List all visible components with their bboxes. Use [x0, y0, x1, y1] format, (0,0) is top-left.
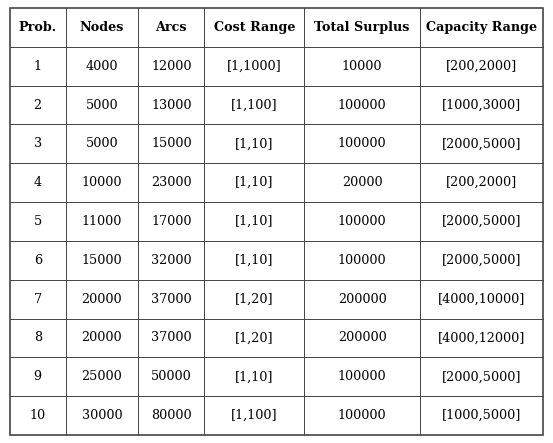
Text: [1000,5000]: [1000,5000]: [442, 409, 521, 422]
Text: [1,10]: [1,10]: [235, 176, 274, 189]
Text: 32000: 32000: [151, 254, 192, 267]
Text: 30000: 30000: [81, 409, 122, 422]
Text: 11000: 11000: [82, 215, 122, 228]
Text: [1000,3000]: [1000,3000]: [442, 98, 521, 112]
Text: Total Surplus: Total Surplus: [315, 21, 410, 34]
Text: [2000,5000]: [2000,5000]: [442, 254, 521, 267]
Text: 20000: 20000: [81, 331, 122, 345]
Text: 37000: 37000: [151, 331, 192, 345]
Text: 10: 10: [30, 409, 46, 422]
Text: 17000: 17000: [151, 215, 191, 228]
Text: 15000: 15000: [151, 137, 192, 150]
Text: 50000: 50000: [151, 370, 192, 383]
Text: 2: 2: [34, 98, 42, 112]
Text: [2000,5000]: [2000,5000]: [442, 215, 521, 228]
Text: 20000: 20000: [81, 293, 122, 306]
Text: [4000,10000]: [4000,10000]: [438, 293, 525, 306]
Text: [2000,5000]: [2000,5000]: [442, 137, 521, 150]
Text: 15000: 15000: [81, 254, 122, 267]
Text: Cost Range: Cost Range: [213, 21, 295, 34]
Text: 4000: 4000: [86, 60, 118, 73]
Text: 20000: 20000: [342, 176, 382, 189]
Text: 4: 4: [34, 176, 42, 189]
Text: [4000,12000]: [4000,12000]: [438, 331, 525, 345]
Text: 5000: 5000: [86, 98, 118, 112]
Text: 13000: 13000: [151, 98, 191, 112]
Text: Prob.: Prob.: [19, 21, 57, 34]
Text: 5: 5: [34, 215, 42, 228]
Text: 100000: 100000: [338, 137, 387, 150]
Text: 37000: 37000: [151, 293, 192, 306]
Text: Arcs: Arcs: [155, 21, 187, 34]
Text: 80000: 80000: [151, 409, 192, 422]
Text: [2000,5000]: [2000,5000]: [442, 370, 521, 383]
Text: [1,100]: [1,100]: [231, 409, 278, 422]
Text: [200,2000]: [200,2000]: [446, 60, 517, 73]
Text: 1: 1: [34, 60, 41, 73]
Text: 5000: 5000: [86, 137, 118, 150]
Text: 10000: 10000: [342, 60, 382, 73]
Text: 7: 7: [34, 293, 42, 306]
Text: 200000: 200000: [338, 293, 387, 306]
Text: 100000: 100000: [338, 215, 387, 228]
Text: 12000: 12000: [151, 60, 191, 73]
Text: 10000: 10000: [82, 176, 122, 189]
Text: [1,10]: [1,10]: [235, 254, 274, 267]
Text: [1,10]: [1,10]: [235, 137, 274, 150]
Text: [1,20]: [1,20]: [235, 293, 274, 306]
Text: [200,2000]: [200,2000]: [446, 176, 517, 189]
Text: 200000: 200000: [338, 331, 387, 345]
Text: 9: 9: [34, 370, 42, 383]
Text: 100000: 100000: [338, 254, 387, 267]
Text: 8: 8: [34, 331, 42, 345]
Text: [1,20]: [1,20]: [235, 331, 274, 345]
Text: 100000: 100000: [338, 409, 387, 422]
Text: 6: 6: [34, 254, 42, 267]
Text: Nodes: Nodes: [80, 21, 124, 34]
Text: 100000: 100000: [338, 98, 387, 112]
Text: 3: 3: [34, 137, 42, 150]
Text: Capacity Range: Capacity Range: [426, 21, 537, 34]
Text: [1,100]: [1,100]: [231, 98, 278, 112]
Text: 25000: 25000: [81, 370, 122, 383]
Text: [1,1000]: [1,1000]: [227, 60, 282, 73]
Text: 100000: 100000: [338, 370, 387, 383]
Text: [1,10]: [1,10]: [235, 215, 274, 228]
Text: [1,10]: [1,10]: [235, 370, 274, 383]
Text: 23000: 23000: [151, 176, 192, 189]
